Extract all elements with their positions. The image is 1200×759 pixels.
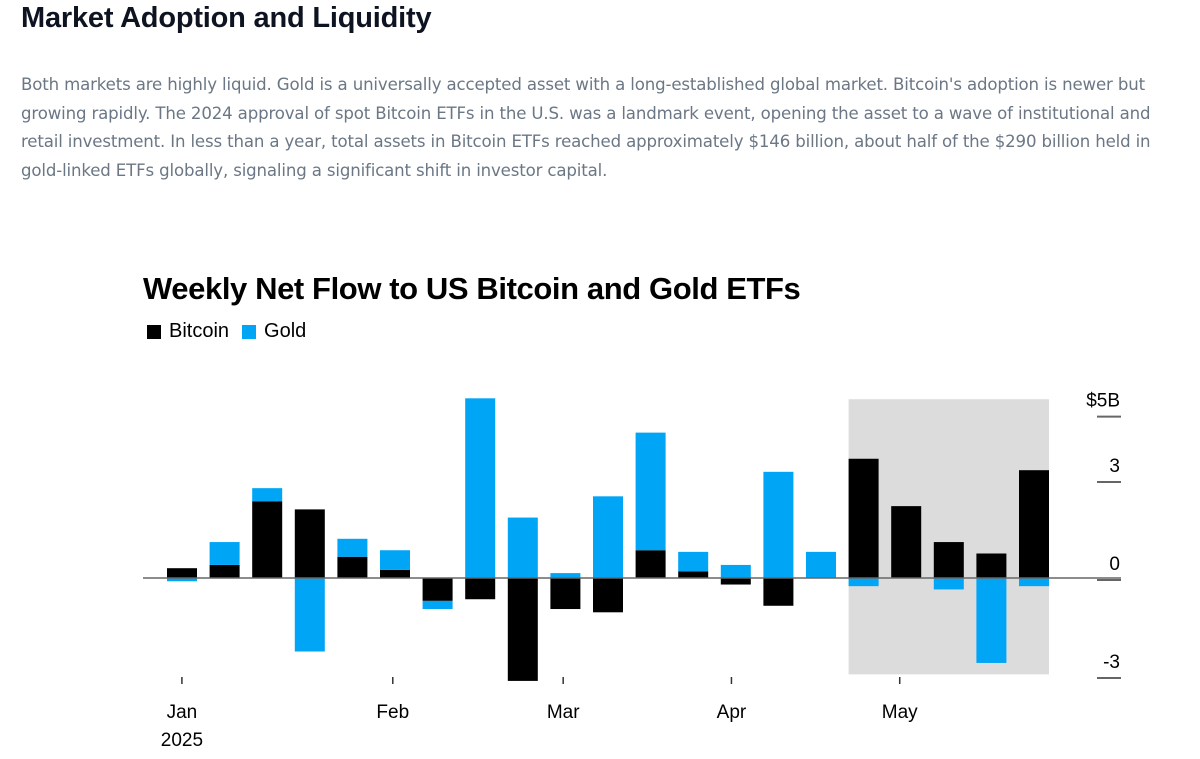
x-tick-label: Apr [717,702,747,723]
bar-gold [465,398,496,578]
bar-bitcoin [465,578,496,600]
bar-bitcoin [550,578,581,610]
bar-gold [209,542,240,565]
y-tick-label: 0 [1109,554,1120,575]
bar-bitcoin [891,506,922,578]
bar-bitcoin [976,553,1007,578]
chart-legend: Bitcoin Gold [147,320,319,343]
bar-gold [550,573,581,578]
legend-swatch-bitcoin [147,324,161,339]
x-tick-label: Feb [376,702,409,723]
bar-bitcoin [507,578,538,681]
bar-bitcoin [209,564,240,578]
bar-gold [933,578,964,590]
bar-bitcoin [933,542,964,578]
bar-gold [593,496,623,578]
legend-item-bitcoin: Bitcoin [147,320,229,343]
bar-gold [678,551,709,572]
x-tick-label: May [882,702,918,723]
legend-swatch-gold [242,324,257,339]
bar-gold [422,600,453,610]
bar-bitcoin [720,578,751,585]
x-tick-sublabel: 2025 [161,730,203,751]
chart-title: Weekly Net Flow to US Bitcoin and Gold E… [143,271,801,306]
bar-bitcoin [1019,470,1049,578]
section-title: Market Adoption and Liquidity [21,2,432,34]
bar-bitcoin [678,571,709,578]
bar-bitcoin [380,569,410,578]
bar-bitcoin [294,509,325,578]
y-tick-label: 3 [1109,456,1120,477]
bar-gold [720,564,751,578]
bar-gold [806,551,836,578]
bar-bitcoin [337,556,368,578]
bar-gold [635,432,666,551]
legend-item-gold: Gold [242,320,306,343]
legend-label-bitcoin: Bitcoin [169,320,230,342]
bar-gold [337,538,368,557]
bar-gold [976,578,1007,663]
bar-bitcoin [167,568,197,578]
bar-gold [380,550,410,570]
bar-gold [252,488,283,502]
bar-gold [294,578,325,652]
bar-bitcoin [593,578,623,613]
highlight-band [848,399,1049,675]
bar-gold [763,471,794,578]
bar-gold [167,578,197,582]
bar-bitcoin [422,578,453,601]
bar-bitcoin [635,550,666,578]
x-tick-label: Mar [547,702,580,723]
bar-bitcoin [252,501,283,578]
x-tick-label: Jan [167,702,198,723]
bar-bitcoin [848,458,879,578]
bar-gold [507,517,538,578]
bar-bitcoin [763,578,794,606]
bar-gold [848,578,879,587]
body-paragraph: Both markets are highly liquid. Gold is … [21,75,1151,180]
bar-gold [1019,578,1049,587]
legend-label-gold: Gold [264,320,307,342]
y-tick-label: -3 [1103,652,1120,673]
y-tick-label: $5B [1086,391,1120,412]
